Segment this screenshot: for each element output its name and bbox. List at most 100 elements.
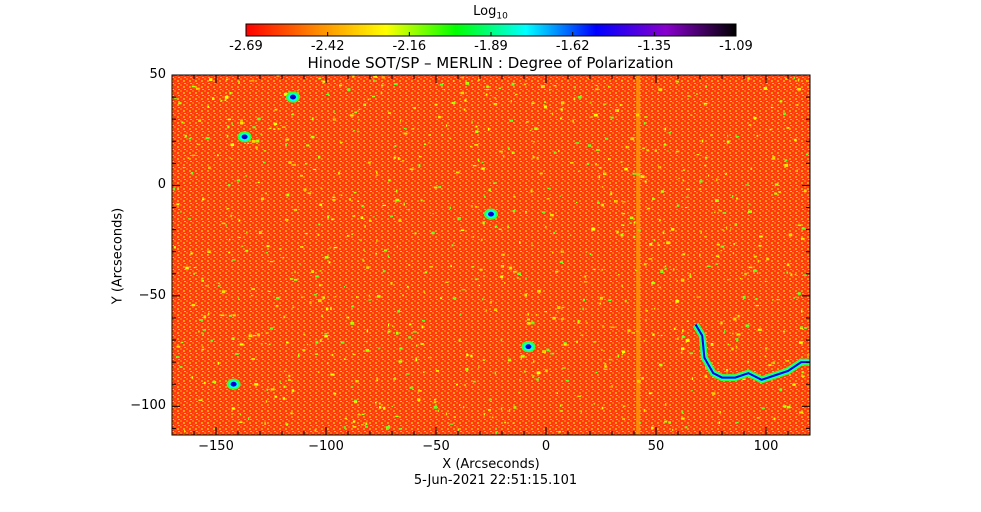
speckle [641, 377, 644, 380]
speckle [759, 235, 763, 238]
speckle [203, 381, 206, 384]
speckle [597, 201, 600, 204]
speckle [511, 151, 515, 154]
speckle [435, 370, 439, 372]
speckle [465, 367, 469, 371]
speckle [457, 217, 461, 221]
speckle [633, 221, 636, 224]
speckle [763, 87, 768, 90]
speckle [470, 145, 472, 148]
speckle [698, 188, 702, 191]
speckle [672, 428, 674, 431]
speckle [318, 223, 321, 226]
speckle [274, 108, 278, 111]
speckle [758, 244, 762, 247]
speckle [524, 370, 526, 373]
speckle [398, 428, 403, 430]
speckle [779, 388, 783, 391]
speckle [772, 361, 775, 363]
speckle [563, 342, 567, 345]
speckle [409, 386, 414, 389]
speckle [595, 88, 599, 91]
speckle [252, 335, 257, 337]
speckle [288, 379, 292, 381]
speckle [493, 103, 498, 106]
speckle [291, 389, 295, 391]
speckle [585, 251, 588, 253]
speckle [648, 392, 652, 395]
speckle [403, 202, 405, 205]
speckle [620, 161, 623, 163]
speckle [360, 216, 364, 219]
speckle [551, 112, 554, 116]
speckle [727, 134, 729, 138]
speckle [487, 127, 490, 131]
speckle [481, 161, 484, 163]
speckle [251, 140, 256, 143]
speckle [483, 412, 485, 416]
speckle [376, 240, 378, 242]
speckle [381, 84, 384, 87]
x-tick-label: 50 [647, 439, 665, 454]
speckle [797, 296, 799, 299]
speckle [784, 159, 788, 162]
speckle [451, 101, 456, 104]
speckle [263, 150, 267, 152]
speckle [526, 322, 531, 325]
speckle [408, 264, 411, 266]
speckle [352, 426, 357, 428]
speckle [257, 117, 261, 121]
speckle [680, 278, 685, 282]
speckle [408, 336, 411, 339]
speckle [748, 124, 752, 126]
speckle [356, 296, 359, 299]
chart-title: Hinode SOT/SP – MERLIN : Degree of Polar… [307, 54, 674, 72]
speckle [381, 76, 385, 79]
speckle [620, 234, 624, 237]
speckle [498, 228, 502, 230]
speckle [752, 269, 757, 272]
speckle [201, 279, 204, 282]
speckle [416, 344, 418, 347]
speckle [591, 227, 596, 231]
speckle [318, 299, 322, 303]
speckle [727, 279, 730, 281]
speckle [266, 388, 268, 391]
speckle [332, 198, 336, 201]
speckle [273, 122, 278, 125]
speckle [173, 246, 176, 249]
speckle [621, 285, 623, 287]
speckle [801, 371, 804, 374]
speckle [450, 265, 452, 268]
colorbar-tick-label: -1.35 [637, 39, 672, 54]
speckle [357, 414, 361, 416]
speckle [434, 398, 436, 401]
speckle [689, 352, 694, 355]
speckle [395, 198, 400, 202]
speckle [248, 337, 250, 340]
speckle [429, 266, 433, 268]
speckle [677, 337, 679, 340]
speckle [715, 199, 719, 202]
speckle [577, 321, 580, 324]
speckle [400, 120, 402, 122]
speckle [776, 299, 781, 301]
speckle [428, 134, 431, 136]
speckle [362, 258, 364, 262]
colorbar-ticks [245, 32, 737, 36]
speckle [241, 245, 244, 247]
speckle [663, 144, 667, 146]
speckle [750, 167, 753, 170]
speckle [585, 322, 588, 324]
speckle [232, 259, 236, 261]
speckle [493, 182, 497, 184]
speckle [599, 302, 602, 305]
speckle [213, 427, 215, 430]
speckle [352, 75, 355, 78]
speckle [368, 299, 371, 301]
speckle [255, 139, 260, 143]
speckle [466, 354, 469, 357]
speckle [324, 332, 328, 335]
speckle [593, 268, 596, 270]
speckle [560, 318, 564, 320]
